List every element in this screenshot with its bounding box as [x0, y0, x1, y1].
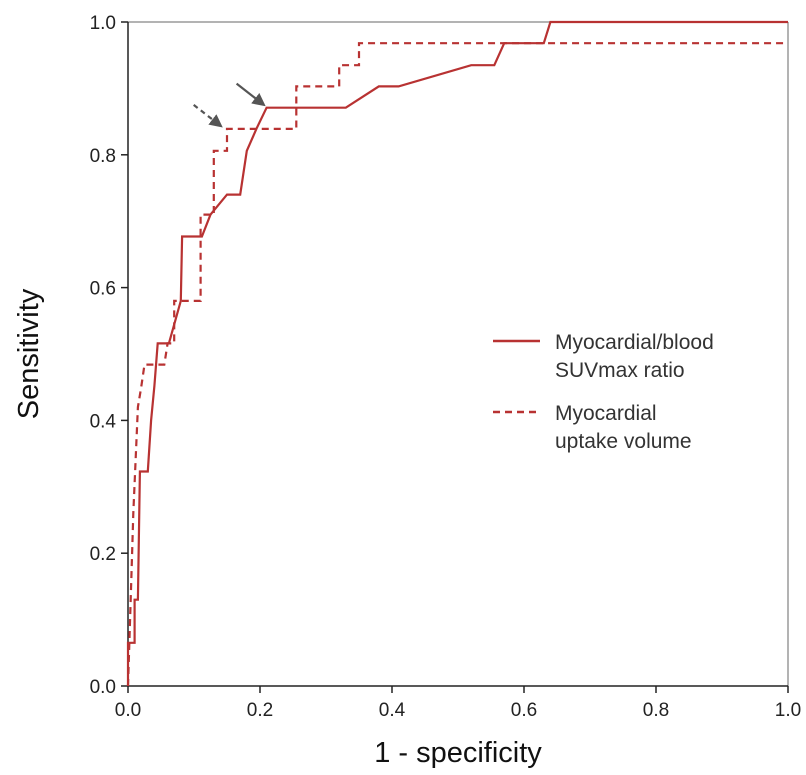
y-tick-label: 0.6: [90, 279, 116, 300]
y-axis-title: Sensitivity: [13, 288, 45, 419]
y-tick-label: 0.2: [90, 544, 116, 565]
y-tick-label: 1.0: [90, 13, 116, 34]
legend-label-suvmax-ratio-line2: SUVmax ratio: [555, 359, 685, 382]
x-tick-label: 1.0: [775, 700, 801, 721]
x-tick-label: 0.2: [247, 700, 273, 721]
annotation-layer: [193, 82, 266, 128]
series-layer: [126, 20, 788, 687]
x-tick-label: 0.8: [643, 700, 669, 721]
annotation-arrow-solid: [235, 82, 266, 107]
annotation-arrow-dashed: [193, 104, 223, 128]
legend: Myocardial/blood SUVmax ratio Myocardial…: [493, 331, 714, 453]
x-tick-label: 0.4: [379, 700, 406, 721]
legend-label-suvmax-ratio-line1: Myocardial/blood: [555, 331, 714, 354]
plot-frame: [127, 21, 789, 687]
x-axis-ticks: 0.0 0.2 0.4 0.6 0.8 1.0: [115, 686, 801, 721]
series-line-suvmax-ratio: [126, 20, 788, 686]
y-axis-ticks: 0.0 0.2 0.4 0.6 0.8 1.0: [90, 13, 128, 698]
x-tick-label: 0.0: [115, 700, 141, 721]
legend-label-uptake-volume-line2: uptake volume: [555, 430, 692, 453]
x-tick-label: 0.6: [511, 700, 537, 721]
y-tick-label: 0.8: [90, 146, 116, 167]
x-axis-title: 1 - specificity: [374, 737, 542, 769]
y-tick-label: 0.0: [90, 677, 116, 698]
legend-label-uptake-volume-line1: Myocardial: [555, 402, 657, 425]
series-line-uptake-volume: [126, 42, 788, 687]
y-tick-label: 0.4: [90, 411, 117, 432]
